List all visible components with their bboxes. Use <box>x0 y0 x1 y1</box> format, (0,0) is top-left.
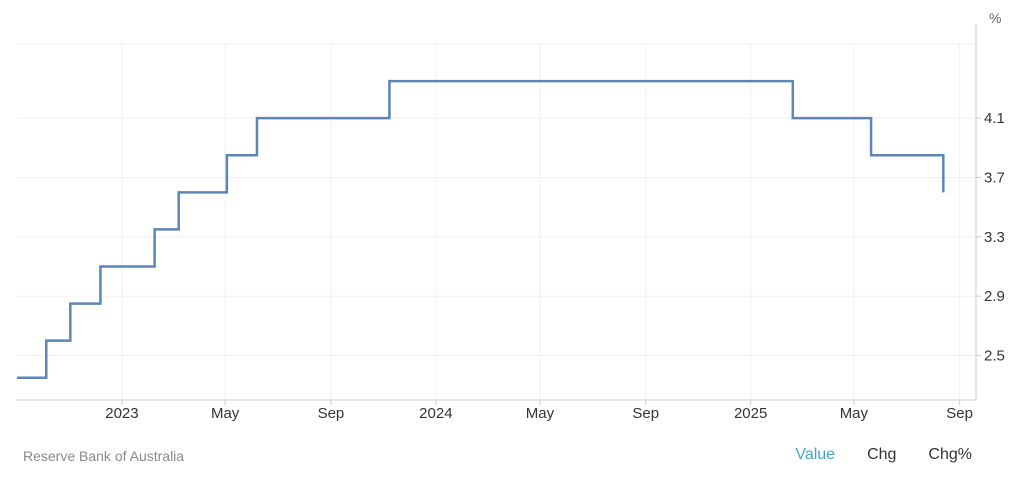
axes <box>17 24 977 401</box>
x-tick-label: Sep <box>318 405 345 422</box>
series-line <box>17 79 945 379</box>
y-tick-label: 2.9 <box>984 288 1005 305</box>
view-tabs: Value Chg Chg% <box>763 446 972 464</box>
x-tick-label: May <box>526 405 555 422</box>
source-label: Reserve Bank of Australia <box>23 448 185 464</box>
tab-chg[interactable]: Chg <box>867 446 897 463</box>
y-unit-label: % <box>989 10 1001 26</box>
tab-value[interactable]: Value <box>795 446 836 463</box>
series-layer[interactable] <box>17 79 945 379</box>
y-tick-label: 2.5 <box>984 348 1005 365</box>
y-axis-ticks: 2.5 2.9 3.3 3.7 4.1 <box>976 110 1005 365</box>
x-tick-label: 2025 <box>734 405 767 422</box>
x-tick-label: 2023 <box>105 405 138 422</box>
x-tick-label: 2024 <box>419 405 452 422</box>
grid-lines <box>17 43 976 400</box>
chart-footer: Reserve Bank of Australia Value Chg Chg% <box>0 440 1024 474</box>
rate-chart: 2023 May Sep 2024 May Sep 2025 May Sep 2.5 2.9 3.3… <box>17 10 1005 422</box>
x-axis-ticks: 2023 May Sep 2024 May Sep 2025 May Sep <box>105 400 973 422</box>
y-tick-label: 4.1 <box>984 110 1005 127</box>
x-tick-label: May <box>840 405 869 422</box>
y-tick-label: 3.7 <box>984 170 1005 187</box>
x-tick-label: Sep <box>946 405 973 422</box>
y-tick-label: 3.3 <box>984 229 1005 246</box>
x-tick-label: May <box>211 405 240 422</box>
tab-chg-percent[interactable]: Chg% <box>928 446 972 463</box>
x-tick-label: Sep <box>632 405 659 422</box>
